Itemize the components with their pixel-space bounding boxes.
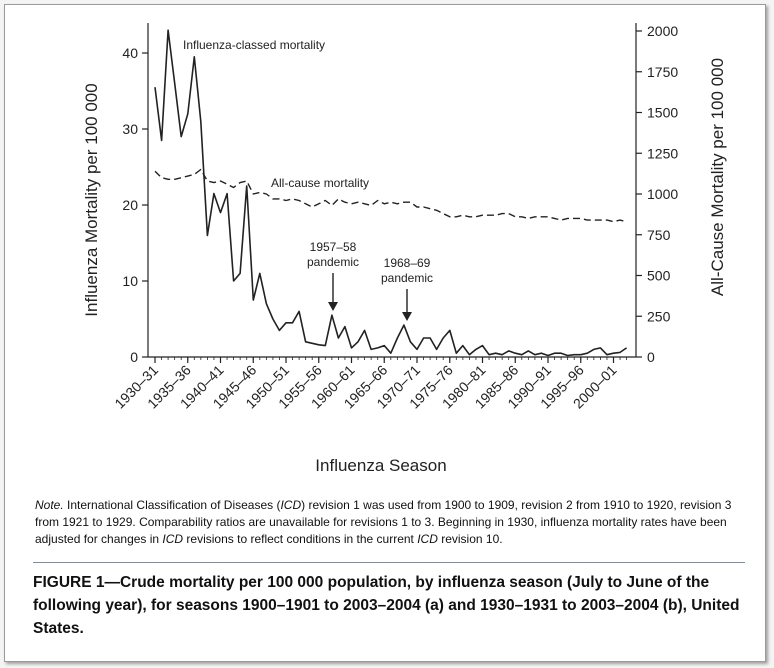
pandemic-1957-arrow-head — [328, 302, 338, 311]
pandemic-1968-label-year: 1968–69 — [384, 256, 431, 270]
left-tick-label: 20 — [122, 197, 138, 213]
pandemic-1968-label-word: pandemic — [381, 271, 433, 285]
figure-note: Note. International Classification of Di… — [35, 497, 747, 548]
left-tick-label: 30 — [122, 121, 138, 137]
note-lead: Note. — [35, 498, 64, 512]
left-axis-title: Influenza Mortality per 100 000 — [82, 83, 101, 316]
note-seg2: ) revision 1 was used from 1900 to 1909,… — [35, 498, 732, 546]
caption-divider — [33, 562, 745, 563]
left-tick-label: 0 — [130, 349, 138, 365]
figure-frame: 0 10 20 30 40 0 250 500 750 1000 1250 1500 1750 2000 1… — [4, 4, 766, 662]
note-icd-3: ICD — [417, 532, 438, 546]
right-tick-label: 2000 — [647, 23, 678, 39]
x-axis-title: Influenza Season — [315, 456, 446, 475]
influenza-series-label: Influenza-classed mortality — [183, 38, 325, 52]
figure-caption: FIGURE 1—Crude mortality per 100 000 pop… — [33, 574, 740, 637]
right-tick-label: 1500 — [647, 105, 678, 121]
pandemic-1957-label-word: pandemic — [307, 255, 359, 269]
right-tick-label: 1750 — [647, 64, 678, 80]
influenza-mortality-line — [154, 29, 628, 357]
note-icd-2: ICD — [162, 532, 184, 546]
right-tick-label: 250 — [647, 308, 671, 324]
right-tick-label: 750 — [647, 227, 671, 243]
note-seg4: revision 10. — [437, 532, 503, 546]
right-tick-label: 1250 — [647, 145, 678, 161]
pandemic-1968-arrow-head — [402, 312, 412, 321]
right-tick-label: 1000 — [647, 186, 678, 202]
note-seg1: International Classification of Diseases… — [63, 498, 281, 512]
right-axis-title: All-Cause Mortality per 100 000 — [708, 58, 727, 296]
note-icd-1: ICD — [280, 498, 302, 512]
note-seg3: revisions to reflect conditions in the c… — [183, 532, 418, 546]
pandemic-1957-label-year: 1957–58 — [310, 240, 357, 254]
right-tick-label: 0 — [647, 349, 655, 365]
all-cause-series-label: All-cause mortality — [271, 176, 369, 190]
chart: 0 10 20 30 40 0 250 500 750 1000 1250 1500 1750 2000 1… — [82, 23, 727, 475]
all-cause-mortality-line — [154, 168, 627, 223]
right-tick-label: 500 — [647, 268, 671, 284]
left-tick-label: 40 — [122, 45, 138, 61]
left-tick-label: 10 — [122, 273, 138, 289]
